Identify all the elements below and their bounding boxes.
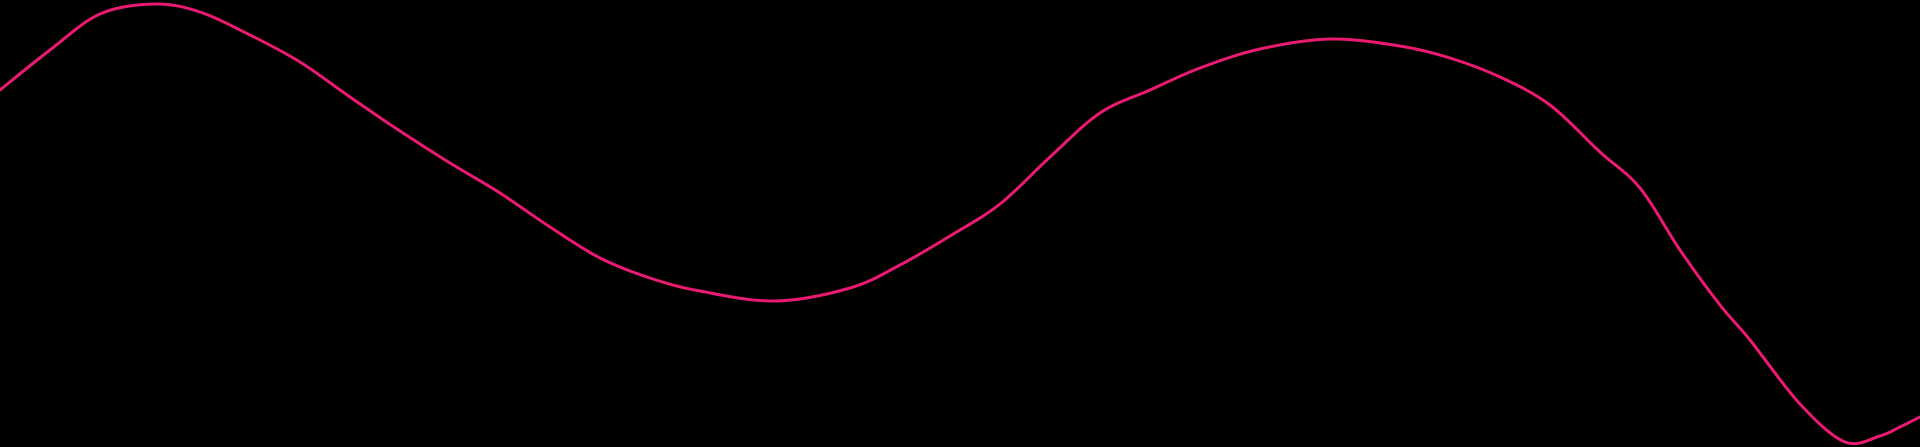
wave-line-chart bbox=[0, 2, 1920, 446]
chart-canvas bbox=[0, 2, 1920, 446]
wave-curve-path bbox=[0, 2, 1920, 446]
